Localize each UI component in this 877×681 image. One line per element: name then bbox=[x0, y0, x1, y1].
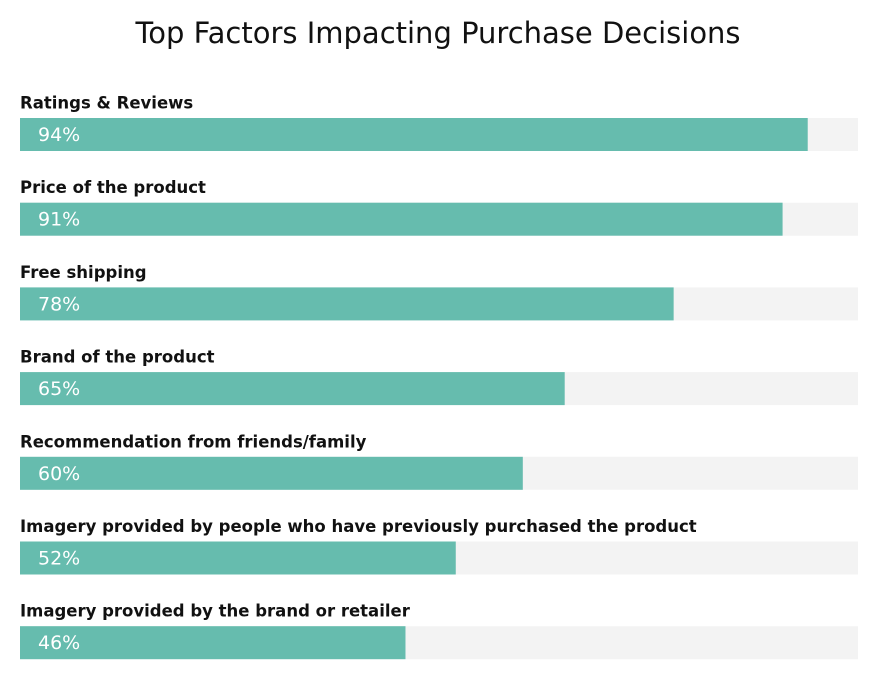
category-label: Price of the product bbox=[20, 178, 206, 197]
category-label: Brand of the product bbox=[20, 348, 215, 367]
category-label: Recommendation from friends/family bbox=[20, 432, 367, 451]
bar bbox=[20, 287, 674, 321]
value-label: 78% bbox=[38, 293, 80, 315]
bar bbox=[20, 541, 456, 575]
chart-title: Top Factors Impacting Purchase Decisions bbox=[134, 16, 740, 50]
category-label: Ratings & Reviews bbox=[20, 94, 193, 113]
value-label: 46% bbox=[38, 632, 80, 654]
bar bbox=[20, 118, 808, 151]
value-label: 52% bbox=[38, 548, 80, 570]
category-label: Imagery provided by the brand or retaile… bbox=[20, 602, 411, 621]
bar bbox=[20, 202, 783, 236]
bar bbox=[20, 372, 565, 406]
value-label: 94% bbox=[38, 124, 80, 146]
value-label: 91% bbox=[38, 209, 80, 231]
bar bbox=[20, 626, 406, 660]
value-label: 65% bbox=[38, 378, 80, 400]
value-label: 60% bbox=[38, 463, 80, 485]
bar bbox=[20, 456, 523, 490]
category-label: Free shipping bbox=[20, 263, 147, 282]
category-label: Imagery provided by people who have prev… bbox=[20, 517, 697, 536]
